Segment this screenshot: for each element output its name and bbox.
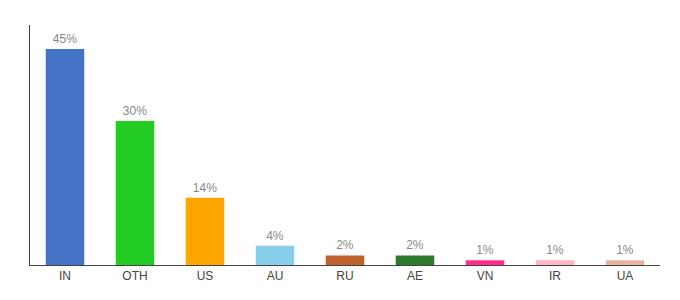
svg-text:2%: 2% xyxy=(406,238,424,252)
svg-text:UA: UA xyxy=(617,269,634,283)
svg-text:OTH: OTH xyxy=(122,269,147,283)
svg-text:45%: 45% xyxy=(53,32,77,46)
svg-text:2%: 2% xyxy=(336,238,354,252)
svg-text:US: US xyxy=(197,269,214,283)
svg-text:4%: 4% xyxy=(266,229,284,243)
svg-text:AE: AE xyxy=(407,269,423,283)
svg-text:1%: 1% xyxy=(476,243,494,257)
svg-text:AU: AU xyxy=(267,269,284,283)
svg-text:IR: IR xyxy=(549,269,561,283)
svg-text:1%: 1% xyxy=(546,243,564,257)
svg-text:14%: 14% xyxy=(193,181,217,195)
svg-text:30%: 30% xyxy=(123,104,147,118)
svg-text:VN: VN xyxy=(477,269,494,283)
svg-text:1%: 1% xyxy=(616,243,634,257)
svg-text:RU: RU xyxy=(336,269,353,283)
svg-text:IN: IN xyxy=(59,269,71,283)
